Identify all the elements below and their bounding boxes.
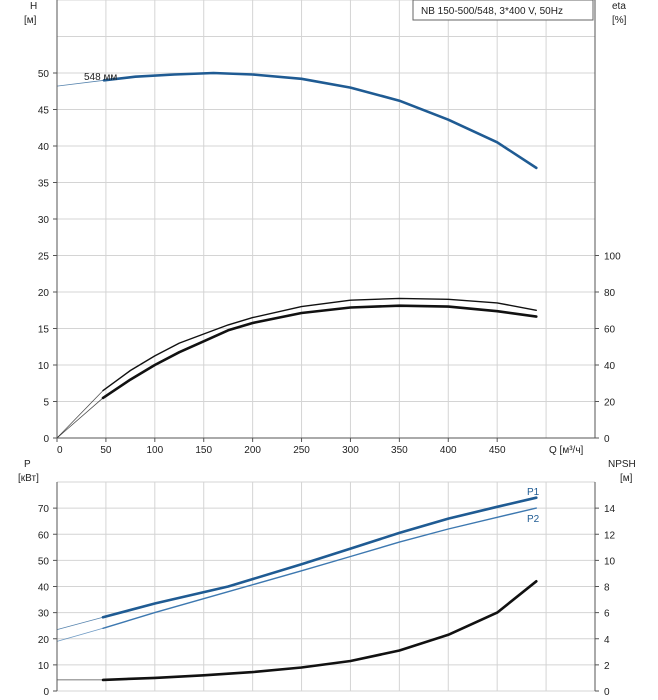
bottom-right-axis-label-line1: NPSH [608, 459, 636, 470]
curves-layer [56, 71, 538, 682]
x-tick-label: 350 [391, 445, 408, 456]
x-tick-label: 300 [342, 445, 359, 456]
right-tick-label: 0 [604, 434, 610, 445]
x-tick-label: 0 [57, 445, 63, 456]
curve-series-0-1 [102, 297, 537, 392]
curve-series-0-2 [101, 304, 538, 400]
top-right-axis-label-line2: [%] [612, 15, 627, 26]
right-tick-label: 6 [604, 609, 610, 620]
left-tick-label: 20 [38, 288, 50, 299]
x-tick-label: 250 [293, 445, 310, 456]
grid-layer [56, 0, 596, 692]
left-tick-label: 45 [38, 106, 50, 117]
right-tick-label: 10 [604, 556, 616, 567]
top-right-axis-label-line1: eta [612, 1, 626, 12]
bottom-right-axis-label-line2: [м] [620, 473, 633, 484]
curve-extension [56, 397, 104, 439]
left-tick-label: 40 [38, 583, 50, 594]
right-tick-label: 0 [604, 687, 610, 698]
curve-series-1-0 [101, 496, 538, 619]
curve-extension [56, 79, 105, 87]
x-tick-label: 100 [146, 445, 163, 456]
left-tick-label: 30 [38, 609, 50, 620]
left-tick-label: 0 [43, 687, 49, 698]
bottom-left-axis-label-line2: [кВт] [18, 473, 39, 484]
left-tick-label: 50 [38, 69, 50, 80]
title-text: NB 150-500/548, 3*400 V, 50Hz [421, 6, 563, 17]
curve-series-1-1 [102, 507, 537, 629]
curve-series-0-0 [102, 71, 538, 170]
right-tick-label: 4 [604, 635, 610, 646]
curve-series-1-2 [101, 580, 538, 682]
right-tick-label: 8 [604, 583, 610, 594]
right-tick-label: 60 [604, 325, 616, 336]
right-tick-label: 80 [604, 288, 616, 299]
left-tick-label: 10 [38, 361, 50, 372]
right-tick-label: 2 [604, 661, 610, 672]
x-tick-label: 200 [244, 445, 261, 456]
top-left-axis-label-line1: H [30, 1, 37, 12]
curve-extension [56, 616, 104, 630]
x-tick-label: 400 [440, 445, 457, 456]
x-tick-label: 150 [195, 445, 212, 456]
left-tick-label: 20 [38, 635, 50, 646]
left-tick-label: 10 [38, 661, 50, 672]
right-tick-label: 40 [604, 361, 616, 372]
left-tick-label: 40 [38, 142, 50, 153]
title-box [412, 0, 594, 21]
right-tick-label: 14 [604, 504, 616, 515]
left-tick-label: 25 [38, 252, 50, 263]
left-tick-label: 5 [43, 398, 49, 409]
left-tick-label: 15 [38, 325, 50, 336]
x-tick-label: 450 [489, 445, 506, 456]
left-tick-label: 30 [38, 215, 50, 226]
left-tick-label: 60 [38, 530, 50, 541]
left-tick-label: 35 [38, 179, 50, 190]
curve-diameter-label: 548 мм [84, 72, 117, 83]
series-label-p2: P2 [527, 514, 540, 525]
curve-extension [56, 390, 104, 439]
x-axis-label: Q [м³/ч] [549, 445, 584, 456]
right-tick-label: 100 [604, 252, 621, 263]
left-tick-label: 0 [43, 434, 49, 445]
left-tick-label: 50 [38, 556, 50, 567]
top-left-axis-label-line2: [м] [24, 15, 37, 26]
bottom-left-axis-label-line1: P [24, 459, 31, 470]
left-tick-label: 70 [38, 504, 50, 515]
right-tick-label: 12 [604, 530, 616, 541]
x-tick-label: 50 [100, 445, 112, 456]
right-tick-label: 20 [604, 398, 616, 409]
curve-extension [56, 627, 104, 642]
series-label-p1: P1 [527, 487, 540, 498]
